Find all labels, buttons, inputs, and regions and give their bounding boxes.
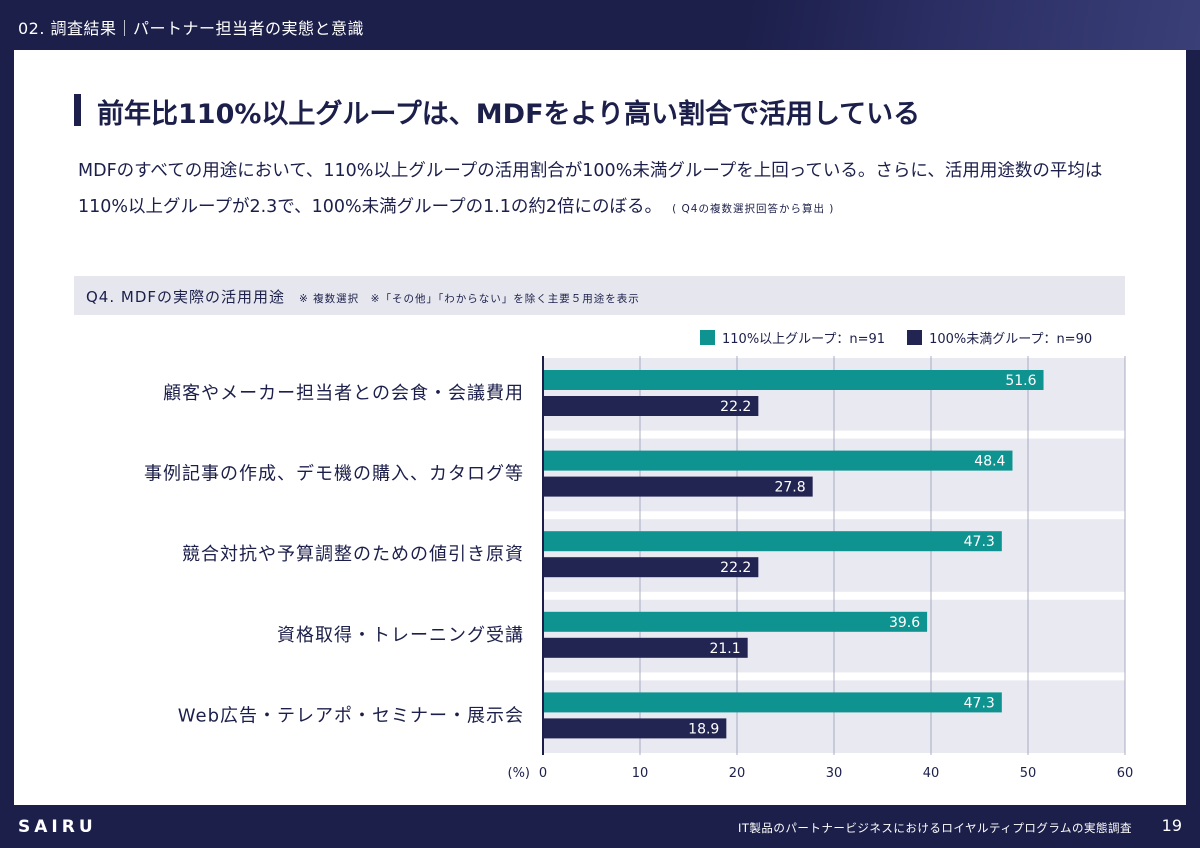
data-label: 39.6 [889,615,920,631]
footer-bar [0,805,1200,848]
bar-teal [543,450,1013,471]
category-label: 事例記事の作成、デモ機の購入、カタログ等 [144,464,524,485]
data-label: 51.6 [1005,373,1036,389]
legend-swatch-teal [700,330,715,345]
chart-legend: 110%以上グループ：n=91 100%未満グループ：n=90 [700,328,1092,347]
data-label: 27.8 [774,480,805,496]
data-label: 47.3 [964,534,995,550]
x-tick-label: 60 [1117,766,1134,781]
page-title: 前年比110%以上グループは、MDFをより高い割合で活用している [97,99,921,130]
legend-label-series-1: 110%以上グループ：n=91 [722,332,886,347]
category-label: 資格取得・トレーニング受講 [277,625,524,646]
question-bar: Q4. MDFの実際の活用用途 ※ 複数選択 ※「その他」「わからない」を除く主要… [74,276,1125,315]
x-tick-label: 20 [729,766,746,781]
question-title: Q4. MDFの実際の活用用途 ※ 複数選択 ※「その他」「わからない」を除く主要… [86,286,640,307]
legend-swatch-navy [907,330,923,345]
lead-note: ( Q4の複数選択回答から算出 ) [672,203,835,215]
bar-navy [543,637,748,658]
page-number: 19 [1161,816,1182,835]
bar-navy [543,396,759,416]
sairu-logo: SAIRU [18,817,97,837]
legend-item-series-2: 100%未満グループ：n=90 [907,328,1092,347]
data-label: 47.3 [964,695,995,711]
legend-label-series-2: 100%未満グループ：n=90 [929,332,1093,347]
data-label: 22.2 [720,399,751,415]
bar-navy [543,476,813,497]
bar-teal [543,611,928,632]
data-label: 18.9 [688,721,719,737]
data-label: 22.2 [720,560,751,576]
x-tick-label: 40 [923,766,940,781]
category-label: Web広告・テレアポ・セミナー・展示会 [178,705,524,726]
data-label: 48.4 [974,454,1005,470]
x-tick-label: 10 [632,766,649,781]
question-note: ※ 複数選択 ※「その他」「わからない」を除く主要５用途を表示 [299,293,640,305]
x-tick-label: 30 [826,766,843,781]
top-bar [0,0,1200,50]
x-unit-label: (%) [508,766,531,781]
bar-teal [543,692,1002,713]
heading-accent [74,94,81,126]
report-title: IT製品のパートナービジネスにおけるロイヤルティプログラムの実態調査 [737,821,1132,835]
x-tick-label: 0 [539,766,547,781]
bar-navy [543,557,759,578]
data-label: 21.1 [709,641,740,657]
lead-text: MDFのすべての用途において、110%以上グループの活用割合が100%未満グルー… [78,161,1103,217]
category-label: 競合対抗や予算調整のための値引き原資 [182,544,524,565]
lead-paragraph: MDFのすべての用途において、110%以上グループの活用割合が100%未満グルー… [78,153,1138,227]
legend-item-series-1: 110%以上グループ：n=91 [700,328,885,347]
question-title-text: Q4. MDFの実際の活用用途 [86,288,286,306]
bar-teal [543,370,1044,390]
section-label: 02. 調査結果｜パートナー担当者の実態と意識 [18,19,365,38]
x-tick-label: 50 [1020,766,1037,781]
category-label: 顧客やメーカー担当者との会食・会議費用 [163,383,524,404]
bar-teal [543,531,1002,552]
bar-navy [543,718,727,739]
